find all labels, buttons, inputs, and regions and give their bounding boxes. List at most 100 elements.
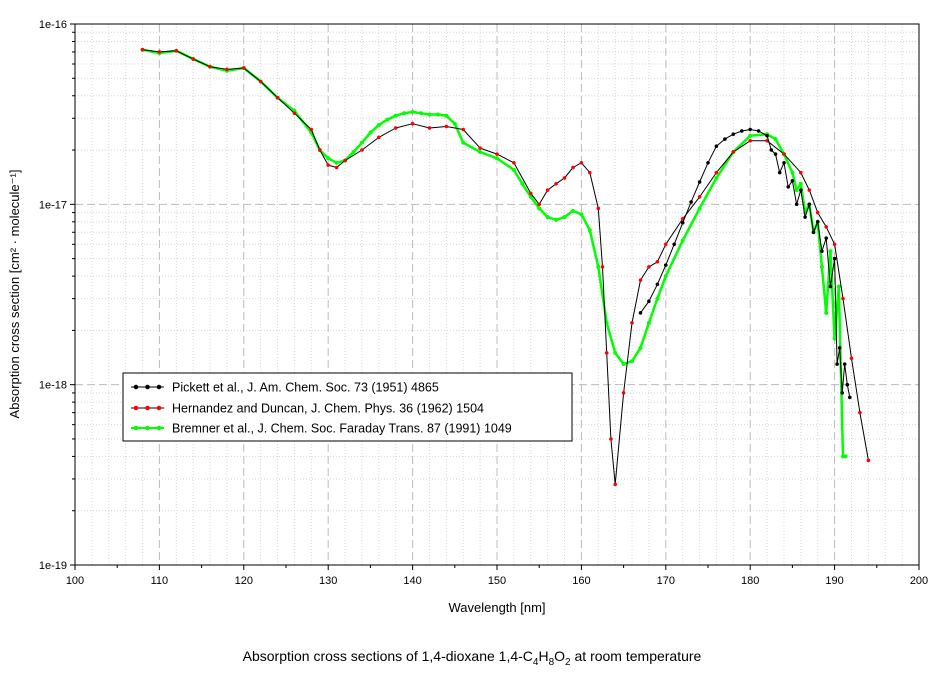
- data-point: [570, 208, 576, 213]
- data-point: [798, 170, 803, 175]
- data-point: [765, 133, 769, 138]
- data-point: [815, 219, 820, 224]
- data-point: [840, 391, 845, 395]
- data-point: [647, 299, 651, 304]
- legend-marker: [145, 405, 150, 411]
- y-tick-label: 1e-18: [39, 380, 67, 392]
- data-point: [798, 188, 803, 192]
- data-point: [748, 138, 753, 143]
- data-point: [545, 215, 550, 220]
- x-tick-label: 110: [151, 575, 169, 587]
- data-point: [672, 242, 677, 247]
- data-point: [824, 310, 829, 315]
- data-point: [731, 150, 736, 154]
- legend-marker: [133, 384, 139, 390]
- data-point: [630, 321, 634, 325]
- x-tick-label: 100: [66, 575, 84, 587]
- data-point: [241, 66, 246, 70]
- legend-marker: [133, 425, 139, 431]
- data-point: [723, 137, 727, 141]
- data-point: [174, 48, 179, 53]
- data-point: [587, 228, 592, 233]
- data-point: [410, 121, 415, 126]
- legend-entry-1: Pickett et al., J. Am. Chem. Soc. 73 (19…: [131, 381, 439, 395]
- data-point: [706, 160, 710, 165]
- y-tick-label: 1e-16: [39, 19, 67, 31]
- data-point: [638, 278, 643, 282]
- data-point: [820, 249, 824, 254]
- legend-box: [122, 372, 573, 442]
- data-point: [461, 127, 466, 132]
- y-tick-label: 1e-17: [39, 199, 67, 211]
- data-point: [697, 195, 702, 199]
- data-point: [621, 391, 626, 395]
- legend-marker: [156, 405, 162, 411]
- data-point: [841, 296, 845, 301]
- series-line: [142, 49, 869, 485]
- data-point: [326, 156, 331, 161]
- data-point: [655, 282, 660, 287]
- data-point: [292, 111, 297, 116]
- data-point: [777, 170, 782, 175]
- data-point: [461, 140, 466, 145]
- data-point: [376, 123, 381, 128]
- data-point: [444, 124, 449, 129]
- data-point: [689, 200, 693, 204]
- data-point: [646, 320, 651, 325]
- data-point: [748, 127, 753, 132]
- data-point: [824, 225, 829, 229]
- x-tick-label: 160: [572, 575, 590, 587]
- data-point: [697, 180, 702, 184]
- data-point: [794, 202, 799, 207]
- data-point: [596, 264, 601, 269]
- data-point: [629, 359, 635, 364]
- data-point: [647, 265, 651, 269]
- data-point: [275, 95, 280, 100]
- series-line: [640, 129, 851, 398]
- y-axis-label: Absorption cross section [cm² · molecule…: [7, 170, 22, 419]
- data-point: [393, 113, 398, 118]
- data-point: [613, 350, 618, 355]
- data-point: [520, 181, 525, 186]
- data-point: [756, 129, 761, 133]
- data-point: [807, 202, 812, 207]
- data-point: [334, 160, 339, 165]
- data-point: [782, 152, 786, 156]
- data-point: [385, 117, 390, 122]
- legend-marker: [133, 405, 139, 411]
- x-tick-label: 150: [488, 575, 506, 587]
- data-point: [478, 149, 483, 155]
- data-point: [714, 170, 719, 175]
- data-point: [786, 185, 791, 189]
- y-tick-label: 1e-19: [39, 560, 67, 572]
- data-point: [596, 206, 601, 211]
- data-point: [790, 170, 795, 175]
- data-point: [748, 133, 753, 138]
- legend-marker: [145, 384, 150, 390]
- data-point: [843, 454, 848, 459]
- data-point: [579, 160, 584, 165]
- legend: Pickett et al., J. Am. Chem. Soc. 73 (19…: [122, 372, 573, 442]
- data-point: [680, 220, 685, 225]
- data-point: [815, 210, 820, 215]
- data-point: [554, 217, 559, 222]
- data-point: [587, 170, 592, 175]
- data-point: [655, 296, 660, 301]
- data-point: [714, 175, 719, 181]
- data-point: [714, 144, 719, 149]
- data-point: [842, 362, 847, 366]
- data-point: [537, 206, 542, 211]
- data-point: [794, 188, 799, 193]
- x-tick-label: 140: [403, 575, 421, 587]
- data-point: [511, 167, 516, 173]
- data-point: [731, 132, 736, 137]
- data-point: [444, 113, 449, 118]
- legend-label: Hernandez and Duncan, J. Chem. Phys. 36 …: [172, 402, 484, 416]
- data-point: [609, 437, 613, 441]
- x-tick-label: 200: [910, 575, 928, 587]
- minor-grid: [75, 24, 919, 565]
- data-point: [326, 163, 331, 167]
- data-point: [828, 284, 833, 289]
- data-point: [545, 188, 550, 192]
